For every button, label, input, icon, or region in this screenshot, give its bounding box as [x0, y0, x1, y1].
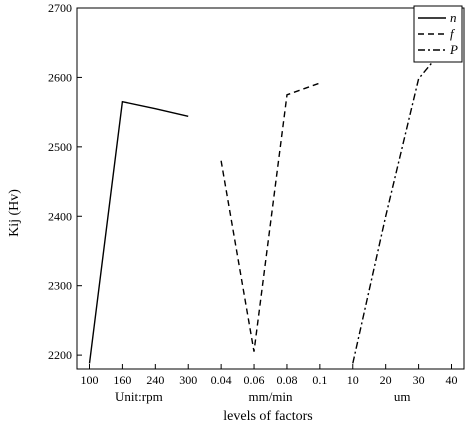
legend-label: f — [450, 26, 456, 41]
y-axis: 2200 2300 2400 2500 2600 2700 — [48, 1, 82, 362]
x-tick-label: 30 — [413, 373, 425, 387]
x-tick-label: 40 — [446, 373, 458, 387]
y-tick-label: 2300 — [48, 279, 72, 293]
series-line-n — [88, 100, 189, 364]
x-tick-label: 160 — [113, 373, 131, 387]
legend-label: P — [449, 42, 458, 57]
y-axis-title: Kij (Hv) — [7, 189, 22, 237]
x-axis: 100 160 240 300 0.04 0.06 0.08 0.1 10 20 30 40 — [81, 364, 458, 387]
group-unit-label: mm/min — [248, 389, 293, 404]
y-tick-label: 2200 — [48, 348, 72, 362]
x-tick-label: 0.1 — [312, 373, 327, 387]
group-unit-label: Unit:rpm — [115, 389, 163, 404]
plot-frame — [76, 7, 465, 370]
x-tick-label: 0.08 — [276, 373, 297, 387]
x-tick-label: 10 — [347, 373, 359, 387]
y-tick-label: 2600 — [48, 70, 72, 84]
y-tick-label: 2700 — [48, 1, 72, 15]
x-tick-label: 20 — [380, 373, 392, 387]
x-tick-label: 100 — [81, 373, 99, 387]
x-tick-label: 0.06 — [244, 373, 265, 387]
series-lines — [88, 38, 453, 364]
group-labels: Unit:rpm mm/min um — [115, 389, 410, 404]
x-tick-label: 300 — [179, 373, 197, 387]
x-tick-label: 240 — [146, 373, 164, 387]
series-line-P — [352, 38, 453, 364]
y-tick-label: 2500 — [48, 140, 72, 154]
legend: nfP — [413, 5, 463, 63]
y-tick-label: 2400 — [48, 209, 72, 223]
legend-label: n — [450, 10, 457, 25]
x-tick-label: 0.04 — [211, 373, 232, 387]
group-unit-label: um — [394, 389, 411, 404]
series-line-f — [220, 82, 321, 352]
x-axis-title: levels of factors — [223, 409, 312, 424]
plot-border — [76, 7, 465, 370]
